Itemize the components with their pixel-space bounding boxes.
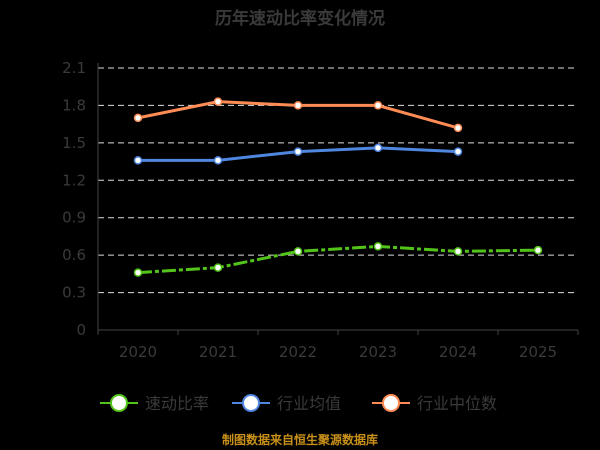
data-point[interactable] [213,156,223,165]
x-tick-label: 2023 [359,343,397,361]
source-note: 制图数据来自恒生聚源数据库 [222,432,378,447]
data-point[interactable] [373,143,383,153]
data-point[interactable] [213,263,223,272]
data-point[interactable] [453,147,463,156]
data-point[interactable] [293,247,303,256]
x-tick-label: 2021 [199,343,237,361]
y-tick-label: 0.3 [62,284,86,302]
x-tick-label: 2020 [119,343,157,361]
legend-marker[interactable] [242,394,260,412]
x-tick-label: 2024 [439,343,477,361]
y-tick-label: 0.9 [62,209,86,227]
data-point[interactable] [133,113,143,123]
data-point[interactable] [133,156,143,165]
series-line [137,244,539,275]
x-tick-label: 2022 [279,343,317,361]
legend-marker[interactable] [110,394,128,412]
data-point[interactable] [373,101,383,110]
data-point[interactable] [453,123,463,133]
legend-label[interactable]: 行业中位数 [417,394,497,413]
data-point[interactable] [293,101,303,110]
data-point[interactable] [373,242,383,251]
data-point[interactable] [213,97,223,106]
data-point[interactable] [453,247,463,256]
legend-marker[interactable] [382,394,400,412]
data-point[interactable] [533,245,543,255]
y-tick-label: 0 [76,321,86,339]
chart-title: 历年速动比率变化情况 [215,8,385,29]
y-tick-label: 1.2 [62,171,86,189]
data-point[interactable] [133,268,143,277]
legend-label[interactable]: 行业均值 [277,394,341,413]
y-tick-label: 1.8 [62,96,86,114]
y-tick-label: 2.1 [62,59,86,77]
x-tick-label: 2025 [519,343,557,361]
y-tick-label: 0.6 [62,246,86,264]
y-tick-label: 1.5 [62,134,86,152]
legend-label[interactable]: 速动比率 [145,394,209,413]
data-point[interactable] [293,147,303,156]
